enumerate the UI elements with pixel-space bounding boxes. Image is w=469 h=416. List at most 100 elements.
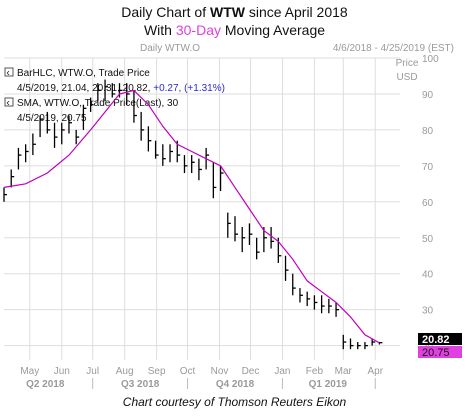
x-tick-label: Sep	[148, 366, 166, 377]
price-bar	[256, 237, 260, 260]
subtitle-highlight: 30-Day	[175, 22, 221, 38]
legend-bar-change: +0.27, (+1.31%)	[153, 83, 225, 94]
title-prefix: Daily Chart of	[121, 4, 210, 20]
price-bar	[313, 295, 318, 310]
price-axis-unit: USD	[396, 72, 417, 83]
x-tick-label: May	[20, 366, 39, 377]
price-bar	[46, 111, 51, 134]
price-bar	[147, 126, 152, 152]
price-bar	[118, 83, 123, 98]
legend-bar-label: BarHLC, WTW.O, Trade Price	[17, 68, 150, 79]
price-bar	[292, 273, 296, 296]
x-tick-label: Jun	[54, 366, 70, 377]
price-bar	[25, 144, 29, 163]
price-bar	[219, 165, 224, 192]
price-bar	[169, 144, 174, 163]
price-bar	[68, 115, 72, 134]
price-bar	[349, 338, 354, 350]
y-tick-label: 100	[422, 54, 439, 65]
x-tick-label: Apr	[367, 366, 383, 377]
date-range: 4/6/2018 - 4/25/2019 (EST)	[333, 43, 454, 54]
price-bar	[3, 187, 7, 202]
last-sma-box	[418, 346, 462, 358]
price-bar	[198, 158, 202, 181]
price-bar	[335, 302, 340, 317]
price-axis-label: Price	[396, 58, 419, 69]
price-bar	[53, 122, 58, 148]
x-tick-label: Jan	[274, 366, 290, 377]
last-sma-label: 20.75	[422, 347, 450, 359]
title-suffix: since April 2018	[244, 4, 348, 20]
x-quarter-label: Q2 2018	[26, 379, 65, 390]
price-bars	[3, 79, 383, 350]
legend-bar-ohlc: 4/5/2019, 21.04, 20.31, 20.82,	[17, 83, 150, 94]
price-bar	[212, 162, 217, 199]
price-bar	[241, 226, 246, 253]
legend-toggle-icon[interactable]	[4, 67, 14, 77]
price-bar	[378, 341, 383, 345]
subtitle-suffix: Moving Average	[221, 22, 326, 38]
x-tick-label: Feb	[306, 366, 324, 377]
price-bar	[234, 216, 238, 242]
y-tick-label: 30	[422, 306, 434, 317]
chart-subtitle: With 30-Day Moving Average	[0, 22, 469, 38]
price-bar	[328, 298, 332, 314]
y-tick-label: 40	[422, 270, 434, 281]
legend-bar-values: 4/5/2019, 21.04, 20.31, 20.82, +0.27, (+…	[17, 83, 225, 94]
price-bar	[371, 338, 376, 346]
y-tick-label: 50	[422, 234, 434, 245]
legend-toggle-glyph: ‹	[6, 68, 9, 79]
price-bar	[227, 212, 231, 238]
subtitle-prefix: With	[143, 22, 176, 38]
chart-title: Daily Chart of WTW since April 2018	[0, 4, 469, 20]
legend-sma-label: SMA, WTW.O, Trade Price(Last), 30	[17, 98, 179, 109]
price-bar	[89, 97, 94, 112]
price-bar	[162, 144, 166, 166]
sma-line	[3, 89, 380, 344]
price-bar	[75, 129, 80, 145]
last-price-label: 20.82	[422, 334, 450, 346]
price-bar	[111, 83, 116, 98]
price-bar	[357, 342, 361, 350]
price-bar	[320, 295, 325, 314]
x-tick-label: Mar	[335, 366, 353, 377]
y-tick-label: 80	[422, 126, 434, 137]
legend-sma-toggle-glyph: ‹	[6, 98, 9, 109]
price-bar	[82, 104, 87, 130]
price-bar	[299, 288, 303, 303]
price-bar	[284, 255, 289, 281]
x-tick-label: Jul	[86, 366, 99, 377]
price-bar	[364, 342, 368, 350]
footer-credit: Chart courtesy of Thomson Reuters Eikon	[122, 395, 347, 409]
x-tick-label: Dec	[242, 366, 260, 377]
x-quarter-label: Q1 2019	[309, 379, 348, 390]
y-tick-label: 90	[422, 90, 434, 101]
price-bar	[154, 140, 159, 159]
legend-sma-values: 4/5/2019, 20.75	[17, 113, 87, 124]
price-bar	[32, 133, 36, 156]
legend: ‹ BarHLC, WTW.O, Trade Price 4/5/2019, 2…	[4, 67, 225, 124]
x-tick-label: Oct	[180, 366, 196, 377]
x-quarter-label: Q3 2018	[121, 379, 160, 390]
y-tick-label: 60	[422, 198, 434, 209]
price-bar	[191, 155, 195, 174]
price-bar	[306, 291, 311, 307]
last-price-box	[418, 333, 462, 345]
panel-label: Daily WTW.O	[140, 43, 200, 54]
price-bar	[97, 83, 101, 102]
price-bar	[39, 115, 44, 138]
price-bar	[270, 226, 275, 249]
y-tick-label: 70	[422, 162, 434, 173]
legend-sma-toggle-icon[interactable]	[4, 97, 14, 107]
x-tick-label: Aug	[116, 366, 134, 377]
x-axis: May Jun Jul Aug Sep Oct Nov Dec Jan Feb Mar Apr Q2 2…	[20, 366, 383, 390]
x-tick-label: Nov	[211, 366, 229, 377]
x-quarter-label: Q4 2018	[216, 379, 255, 390]
price-bar	[10, 169, 15, 188]
price-bar	[248, 223, 253, 245]
price-bar	[17, 147, 22, 170]
price-bar	[126, 83, 130, 105]
price-bar	[342, 334, 347, 350]
title-ticker: WTW	[209, 4, 245, 20]
